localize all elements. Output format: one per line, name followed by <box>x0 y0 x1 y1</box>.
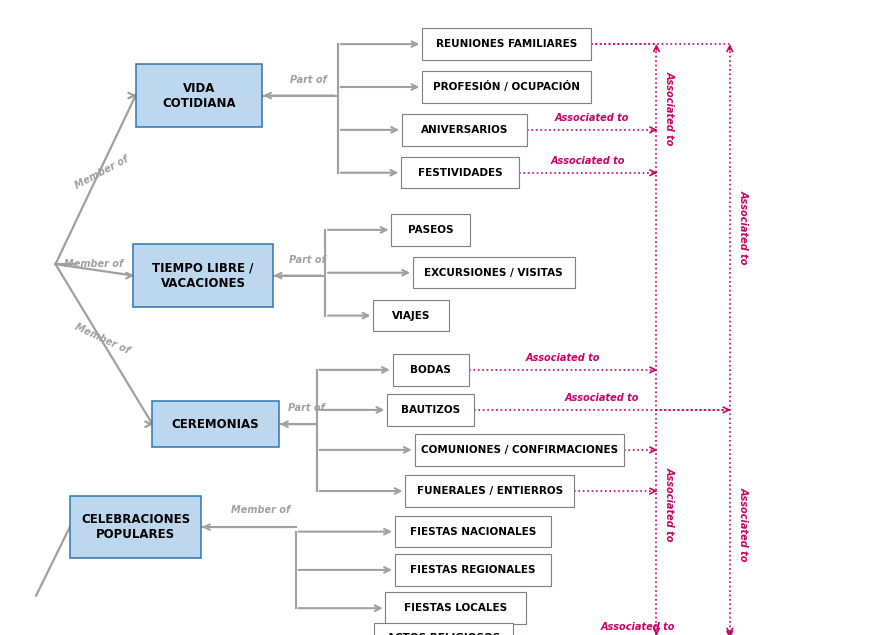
Text: Part of: Part of <box>288 403 324 413</box>
FancyBboxPatch shape <box>414 434 623 465</box>
Text: Associated to: Associated to <box>550 156 624 166</box>
FancyBboxPatch shape <box>385 592 525 624</box>
Text: FIESTAS NACIONALES: FIESTAS NACIONALES <box>410 526 535 537</box>
FancyBboxPatch shape <box>405 476 574 507</box>
Text: Associated to: Associated to <box>600 622 674 632</box>
Text: Associated to: Associated to <box>664 71 674 145</box>
Text: Member of: Member of <box>231 505 290 515</box>
FancyBboxPatch shape <box>402 114 526 145</box>
Text: VIDA
COTIDIANA: VIDA COTIDIANA <box>161 81 235 110</box>
FancyBboxPatch shape <box>373 300 449 331</box>
Text: Associated to: Associated to <box>564 394 638 403</box>
Text: Part of: Part of <box>289 255 325 265</box>
Text: BAUTIZOS: BAUTIZOS <box>401 405 460 415</box>
FancyBboxPatch shape <box>153 401 279 447</box>
FancyBboxPatch shape <box>392 354 468 385</box>
Text: PROFESIÓN / OCUPACIÓN: PROFESIÓN / OCUPACIÓN <box>432 81 580 93</box>
Text: FIESTAS LOCALES: FIESTAS LOCALES <box>403 603 507 613</box>
Text: FIESTAS REGIONALES: FIESTAS REGIONALES <box>410 565 535 575</box>
Text: ACTOS RELIGIOSOS: ACTOS RELIGIOSOS <box>386 634 499 635</box>
Text: PASEOS: PASEOS <box>407 225 453 235</box>
Text: Associated to: Associated to <box>738 190 747 264</box>
Text: VIAJES: VIAJES <box>391 311 430 321</box>
Text: Associated to: Associated to <box>738 487 747 561</box>
FancyBboxPatch shape <box>422 29 590 60</box>
Text: CEREMONIAS: CEREMONIAS <box>172 418 260 431</box>
FancyBboxPatch shape <box>401 157 518 189</box>
Text: COMUNIONES / CONFIRMACIONES: COMUNIONES / CONFIRMACIONES <box>420 445 617 455</box>
Text: ANIVERSARIOS: ANIVERSARIOS <box>420 125 508 135</box>
Text: FESTIVIDADES: FESTIVIDADES <box>417 168 502 178</box>
Text: Member of: Member of <box>64 259 123 269</box>
Text: Associated to: Associated to <box>553 114 628 123</box>
Text: Associated to: Associated to <box>524 354 599 363</box>
FancyBboxPatch shape <box>412 257 574 288</box>
FancyBboxPatch shape <box>374 623 512 635</box>
Text: CELEBRACIONES
POPULARES: CELEBRACIONES POPULARES <box>81 513 190 541</box>
Text: FUNERALES / ENTIERROS: FUNERALES / ENTIERROS <box>416 486 562 496</box>
Text: TIEMPO LIBRE /
VACACIONES: TIEMPO LIBRE / VACACIONES <box>152 262 253 290</box>
Text: Part of: Part of <box>289 74 326 84</box>
FancyBboxPatch shape <box>395 554 550 585</box>
Text: BODAS: BODAS <box>410 365 451 375</box>
FancyBboxPatch shape <box>422 71 590 103</box>
Text: Member of: Member of <box>73 321 131 356</box>
FancyBboxPatch shape <box>70 496 201 559</box>
FancyBboxPatch shape <box>395 516 550 547</box>
FancyBboxPatch shape <box>387 394 474 425</box>
FancyBboxPatch shape <box>135 64 261 127</box>
Text: Member of: Member of <box>74 154 130 191</box>
FancyBboxPatch shape <box>391 214 469 246</box>
FancyBboxPatch shape <box>133 244 272 307</box>
Text: Associated to: Associated to <box>664 467 674 542</box>
Text: REUNIONES FAMILIARES: REUNIONES FAMILIARES <box>435 39 576 49</box>
Text: EXCURSIONES / VISITAS: EXCURSIONES / VISITAS <box>424 268 562 277</box>
